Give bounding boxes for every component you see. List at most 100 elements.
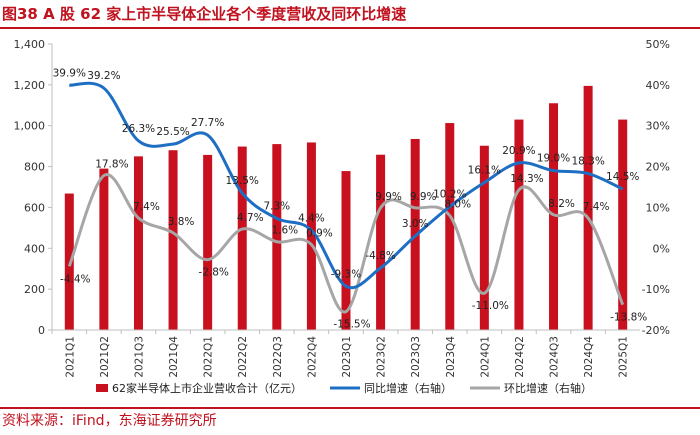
qoq-data-label: 9.9%	[375, 191, 402, 203]
line-series	[67, 81, 625, 314]
legend-qoq-label: 环比增速（右轴）	[504, 381, 592, 395]
bar	[306, 142, 316, 330]
left-axis-tick-label: 800	[24, 161, 45, 174]
qoq-data-label: -4.4%	[60, 273, 90, 285]
yoy-data-label: 4.4%	[298, 212, 325, 224]
qoq-data-label: 8.0%	[444, 199, 471, 211]
right-axis-tick-label: 30%	[646, 120, 670, 133]
qoq-data-label: 17.8%	[95, 159, 128, 171]
bar	[583, 85, 593, 330]
yoy-data-label: 10.2%	[433, 189, 466, 201]
bar	[514, 119, 524, 330]
x-axis-tick-label: 2022Q2	[237, 336, 249, 378]
left-axis: 0 200 400 600 800 1,000 1,200 1,400	[14, 38, 53, 337]
qoq-data-label: 14.3%	[510, 173, 543, 185]
yoy-data-label: 19.0%	[537, 153, 570, 165]
bar	[341, 171, 351, 330]
right-axis-tick-label: 20%	[646, 161, 670, 174]
data-labels: 39.9% 39.2% 26.3% 25.5%27.7% 13.5% 7.3% 4.4% -9…	[53, 67, 648, 330]
yoy-data-label: 25.5%	[156, 126, 189, 138]
bar	[133, 156, 143, 330]
source-note: 资料来源：iFind，东海证券研究所	[2, 413, 217, 429]
right-axis-tick-label: 40%	[646, 79, 670, 92]
yoy-data-label: 3.0%	[402, 218, 429, 230]
qoq-data-label: 4.7%	[237, 212, 264, 224]
legend: 62家半导体上市企业营收合计（亿元） 同比增速（右轴） 环比增速（右轴）	[96, 381, 592, 395]
x-axis-tick-label: 2021Q2	[99, 336, 111, 378]
legend-yoy-label: 同比增速（右轴）	[364, 381, 452, 395]
qoq-data-label: 7.4%	[583, 201, 610, 213]
x-axis-tick-label: 2024Q3	[549, 336, 561, 378]
right-axis: -20% -10% 0% 10% 20% 30% 40% 50%	[642, 38, 670, 337]
x-axis: 2021Q1 2021Q2 2021Q3 2021Q4 2022Q1 2022Q2 2022…	[51, 329, 640, 378]
yoy-data-label: 16.1%	[468, 165, 501, 177]
bar	[99, 168, 109, 330]
x-axis-tick-label: 2022Q4	[306, 336, 318, 378]
yoy-data-label: 13.5%	[226, 175, 259, 187]
yoy-line	[69, 81, 624, 290]
x-axis-tick-label: 2021Q1	[64, 336, 76, 378]
yoy-data-label: 39.9%	[53, 67, 86, 79]
qoq-data-label: 0.9%	[306, 228, 333, 240]
x-axis-tick-label: 2022Q3	[272, 336, 284, 378]
right-axis-tick-label: 0%	[653, 242, 670, 255]
left-axis-tick-label: 400	[24, 242, 45, 255]
bar	[203, 154, 213, 330]
figure-title: 图38 A 股 62 家上市半导体企业各个季度营收及同环比增速	[2, 5, 407, 23]
qoq-data-label: -2.8%	[198, 267, 228, 279]
yoy-data-label: 26.3%	[122, 123, 155, 135]
yoy-data-label: 39.2%	[87, 70, 120, 82]
x-axis-tick-label: 2022Q1	[203, 336, 215, 378]
yoy-data-label: 27.7%	[191, 117, 224, 129]
right-axis-tick-label: 10%	[646, 201, 670, 214]
bar	[376, 154, 386, 330]
qoq-data-label: 9.9%	[410, 191, 437, 203]
x-axis-tick-label: 2021Q3	[133, 336, 145, 378]
left-axis-tick-label: 1,200	[14, 79, 46, 92]
qoq-data-label: 3.8%	[168, 216, 195, 228]
bar	[549, 103, 559, 330]
left-axis-tick-label: 1,400	[14, 38, 46, 51]
right-axis-tick-label: -10%	[642, 283, 670, 296]
qoq-data-label: 8.2%	[548, 198, 575, 210]
right-axis-tick-label: 50%	[646, 38, 670, 51]
x-axis-tick-label: 2024Q2	[514, 336, 526, 378]
yoy-data-label: 20.9%	[502, 145, 535, 157]
x-axis-tick-label: 2023Q1	[341, 336, 353, 378]
title-rule	[0, 27, 700, 29]
qoq-data-label: 1.6%	[271, 225, 298, 237]
qoq-data-label: 7.4%	[133, 201, 160, 213]
yoy-data-label: -9.3%	[331, 268, 361, 280]
x-axis-tick-label: 2023Q4	[445, 336, 457, 378]
yoy-data-label: 14.5%	[606, 171, 639, 183]
bar	[237, 146, 247, 330]
qoq-data-label: -11.0%	[472, 300, 509, 312]
qoq-data-label: -13.8%	[610, 312, 647, 324]
x-axis-tick-label: 2021Q4	[168, 336, 180, 378]
qoq-data-label: -15.5%	[333, 319, 370, 331]
left-axis-tick-label: 600	[24, 201, 45, 214]
bar	[168, 150, 178, 330]
bar	[618, 119, 628, 330]
x-axis-tick-label: 2025Q1	[618, 336, 630, 378]
bar-series	[64, 85, 628, 331]
x-axis-tick-label: 2023Q2	[376, 336, 388, 378]
left-axis-tick-label: 0	[38, 324, 45, 337]
legend-bar-swatch	[96, 384, 108, 392]
yoy-data-label: 7.3%	[263, 200, 290, 212]
bar	[445, 123, 455, 331]
bar	[272, 144, 282, 330]
right-axis-tick-label: -20%	[642, 324, 670, 337]
left-axis-tick-label: 200	[24, 283, 45, 296]
bar	[479, 145, 489, 330]
legend-bar-label: 62家半导体上市企业营收合计（亿元）	[112, 381, 302, 395]
x-axis-tick-label: 2024Q1	[479, 336, 491, 378]
left-axis-tick-label: 1,000	[14, 120, 46, 133]
chart: 0 200 400 600 800 1,000 1,200 1,400 -20% -10% 0% 1…	[14, 38, 671, 395]
yoy-data-label: -4.8%	[365, 250, 395, 262]
x-axis-tick-label: 2023Q3	[410, 336, 422, 378]
source-rule	[0, 407, 700, 409]
qoq-line	[67, 173, 625, 314]
yoy-data-label: 18.3%	[571, 156, 604, 168]
x-axis-tick-label: 2024Q4	[583, 336, 595, 378]
